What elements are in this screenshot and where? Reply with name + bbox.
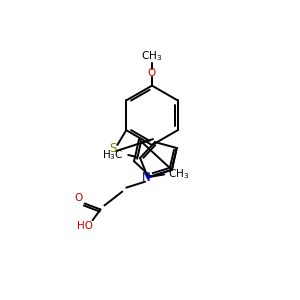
Text: CH$_3$: CH$_3$ — [141, 49, 163, 63]
Text: S: S — [110, 142, 117, 154]
Text: O: O — [148, 68, 156, 78]
Text: HO: HO — [76, 221, 93, 231]
Text: O: O — [74, 193, 83, 202]
Text: CH$_3$: CH$_3$ — [168, 167, 189, 181]
Text: H$_3$C: H$_3$C — [102, 148, 123, 162]
Text: N: N — [142, 171, 150, 184]
